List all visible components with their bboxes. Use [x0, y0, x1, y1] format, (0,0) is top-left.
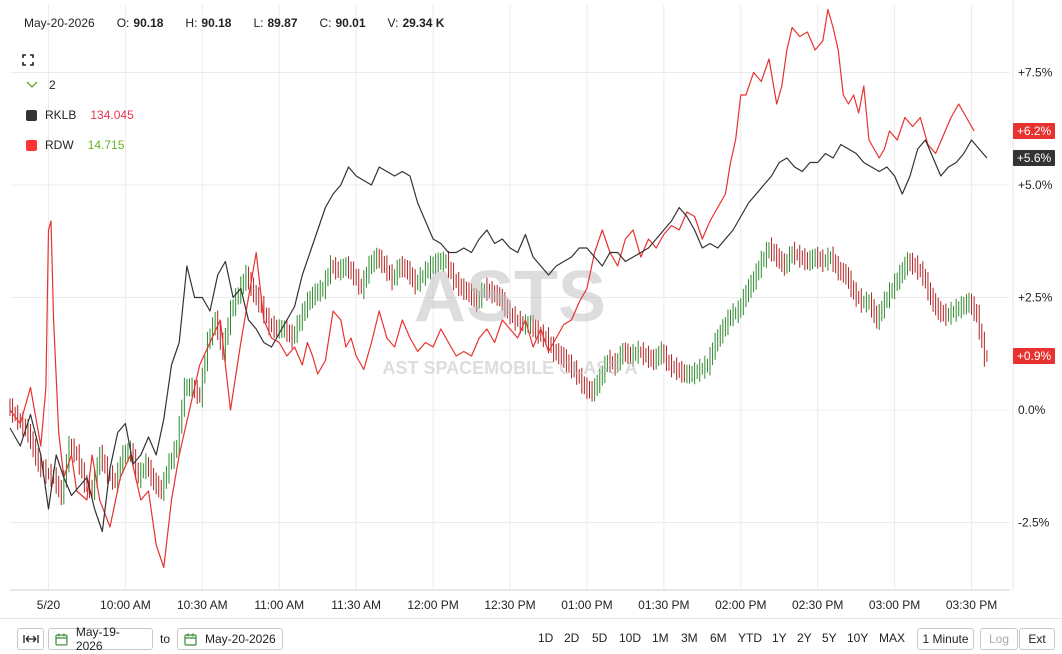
- calendar-icon: [55, 633, 68, 646]
- last-value-badge-rdw: +6.2%: [1013, 123, 1055, 139]
- fullscreen-button[interactable]: [17, 49, 39, 71]
- x-tick-label: 01:00 PM: [561, 598, 612, 612]
- x-tick-label: 01:30 PM: [638, 598, 689, 612]
- range-10y[interactable]: 10Y: [847, 631, 869, 645]
- range-5d[interactable]: 5D: [592, 631, 608, 645]
- x-tick-label: 02:00 PM: [715, 598, 766, 612]
- badge-label-rklb: +5.6%: [1017, 151, 1052, 165]
- watermark-symbol: ASTS: [414, 257, 606, 337]
- y-tick-label: 0.0%: [1018, 403, 1046, 417]
- range-10d[interactable]: 10D: [619, 631, 642, 645]
- range-1m[interactable]: 1M: [652, 631, 669, 645]
- x-tick-label: 03:30 PM: [946, 598, 997, 612]
- range-2y[interactable]: 2Y: [797, 631, 812, 645]
- x-tick-label: 5/20: [37, 598, 61, 612]
- range-max[interactable]: MAX: [879, 631, 906, 645]
- x-tick-label: 12:00 PM: [407, 598, 458, 612]
- y-tick-label: +7.5%: [1018, 66, 1053, 80]
- x-tick-label: 03:00 PM: [869, 598, 920, 612]
- x-tick-label: 10:00 AM: [100, 598, 151, 612]
- legend-symbol-rklb: RKLB: [45, 108, 77, 122]
- legend-count: 2: [49, 78, 56, 92]
- extended-hours-toggle[interactable]: Ext: [1019, 628, 1055, 650]
- series-line-rdw: [9, 8, 975, 569]
- badge-label-asts: +0.9%: [1017, 349, 1052, 363]
- interval-value: 1 Minute: [922, 632, 969, 646]
- x-tick-label: 10:30 AM: [177, 598, 228, 612]
- legend-symbol-rdw: RDW: [45, 138, 74, 152]
- x-tick-label: 11:30 AM: [331, 598, 381, 612]
- legend-toggle[interactable]: 2: [26, 78, 56, 92]
- log-scale-toggle[interactable]: Log: [980, 628, 1018, 650]
- fit-range-button[interactable]: [17, 628, 44, 650]
- calendar-icon: [184, 633, 197, 646]
- chevron-down-icon: [26, 81, 38, 88]
- price-chart[interactable]: ASTS AST SPACEMOBILE CLASS A +7.5% +5.0% +…: [0, 0, 1062, 618]
- legend-item-rdw[interactable]: RDW 14.715: [26, 138, 124, 152]
- ohlc-readout: May-20-2026 O: 90.18 H: 90.18 L: 89.87 C: 90…: [24, 16, 444, 30]
- start-date-value: May-19-2026: [75, 625, 120, 653]
- end-date-value: May-20-2026: [205, 632, 276, 646]
- y-tick-label: +2.5%: [1018, 291, 1053, 305]
- rklb-swatch: [26, 109, 37, 121]
- x-tick-label: 12:30 PM: [484, 598, 535, 612]
- badge-bg-rklb: [1013, 150, 1055, 166]
- ext-label: Ext: [1028, 632, 1046, 646]
- y-tick-label: -2.5%: [1018, 516, 1050, 530]
- range-3m[interactable]: 3M: [681, 631, 698, 645]
- watermark-name: AST SPACEMOBILE CLASS A: [382, 358, 637, 378]
- log-label: Log: [988, 632, 1010, 646]
- legend-value-rdw: 14.715: [87, 138, 125, 152]
- x-tick-label: 11:00 AM: [254, 598, 304, 612]
- bottom-toolbar: [0, 618, 1062, 654]
- range-2d[interactable]: 2D: [564, 631, 580, 645]
- legend-value-rklb: 134.045: [90, 108, 134, 122]
- last-value-badge-rklb: +5.6%: [1013, 150, 1055, 166]
- range-6m[interactable]: 6M: [710, 631, 727, 645]
- ohlc-low: L: 89.87: [253, 16, 298, 30]
- ohlc-date: May-20-2026: [24, 16, 95, 30]
- last-value-badge-asts: +0.9%: [1013, 348, 1055, 364]
- range-ytd[interactable]: YTD: [738, 631, 762, 645]
- y-tick-label: +5.0%: [1018, 178, 1053, 192]
- x-tick-label: 02:30 PM: [792, 598, 843, 612]
- end-date-field[interactable]: May-20-2026: [177, 628, 283, 650]
- series-line-rklb: [9, 139, 988, 533]
- range-5y[interactable]: 5Y: [822, 631, 837, 645]
- to-label: to: [160, 632, 171, 646]
- start-date-field[interactable]: May-19-2026: [48, 625, 153, 653]
- legend-item-rklb[interactable]: RKLB 134.045: [26, 108, 134, 122]
- ohlc-open: O: 90.18: [116, 16, 164, 30]
- fullscreen-icon: [22, 54, 34, 66]
- interval-select[interactable]: 1 Minute: [917, 628, 974, 650]
- range-1y[interactable]: 1Y: [772, 631, 787, 645]
- rdw-swatch: [26, 139, 37, 151]
- ohlc-volume: V: 29.34 K: [387, 16, 445, 30]
- ohlc-high: H: 90.18: [185, 16, 232, 30]
- range-1d[interactable]: 1D: [538, 631, 554, 645]
- badge-bg-rdw: [1013, 123, 1055, 139]
- arrows-horizontal-icon: [22, 635, 39, 643]
- ohlc-close: C: 90.01: [319, 16, 366, 30]
- badge-bg-asts: [1013, 348, 1055, 364]
- badge-label-rdw: +6.2%: [1017, 124, 1052, 138]
